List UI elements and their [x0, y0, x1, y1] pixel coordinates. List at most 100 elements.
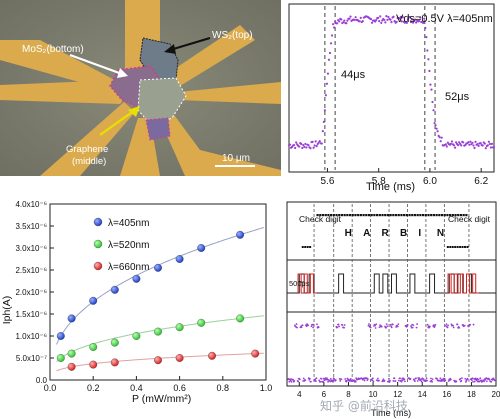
scatter-y-tick-label: 2.0x10⁻⁶	[15, 288, 47, 297]
pulse-data-point	[324, 94, 327, 97]
response-point	[369, 326, 372, 329]
pulse-data-point	[436, 130, 439, 133]
pulse-data-point	[439, 140, 442, 143]
response-point	[422, 378, 425, 381]
response-point	[304, 379, 307, 381]
scatter-x-axis-label: P (mW/mm²)	[132, 393, 191, 405]
bit-dot	[430, 214, 433, 217]
response-point	[290, 380, 293, 383]
scatter-y-tick-label: 4.0x10⁻⁶	[15, 200, 47, 209]
pulse-data-point	[322, 120, 325, 123]
response-point	[447, 324, 450, 327]
response-point	[464, 377, 467, 380]
response-point	[409, 377, 412, 380]
pulse-data-point	[406, 18, 409, 21]
scatter-y-tick-label: 2.5x10⁻⁶	[15, 266, 47, 275]
bit-dot	[319, 214, 322, 217]
response-point	[449, 378, 452, 381]
pulse-data-point	[479, 142, 482, 145]
encoding-tick-label: 20	[492, 390, 500, 399]
bit-dot	[454, 214, 457, 217]
check-bit-dot	[461, 246, 464, 248]
pulse-data-point	[348, 17, 351, 20]
pulse-data-point	[486, 144, 489, 147]
response-point	[371, 377, 374, 380]
pulse-data-point	[469, 140, 472, 143]
pulse-data-point	[487, 140, 490, 143]
response-point	[355, 377, 358, 380]
pulse-data-point	[392, 15, 395, 18]
response-point	[300, 326, 303, 329]
bit-dot	[332, 214, 335, 217]
bit-dot	[327, 214, 330, 217]
check-bit-dot	[451, 246, 454, 248]
scatter-y-axis-label: Iph(A)	[1, 296, 13, 325]
pulse-data-point	[323, 109, 326, 112]
bit-dot	[346, 214, 349, 217]
scatter-plot-frame	[49, 203, 267, 381]
rise-time-label: 44μs	[341, 69, 366, 81]
bit-dot	[440, 214, 444, 217]
pulse-data-point	[418, 19, 421, 23]
scatter-x-tick-label: 0.8	[217, 383, 230, 393]
bit-dot	[362, 214, 365, 217]
pulse-data-point	[390, 21, 393, 24]
pulse-data-point	[401, 16, 404, 19]
scatter-x-tick-label: 0.6	[173, 383, 186, 393]
pulse-data-point	[450, 140, 454, 143]
bit-dot	[413, 214, 417, 217]
pulse-data-point	[411, 21, 415, 24]
check-bit-dot	[459, 246, 462, 248]
response-point	[366, 378, 369, 380]
response-point	[380, 325, 383, 328]
pulse-data-point	[309, 147, 312, 150]
response-point	[390, 326, 393, 329]
response-point	[400, 380, 403, 383]
response-point	[329, 378, 332, 380]
pulse-data-point	[385, 15, 388, 18]
response-point	[445, 323, 448, 326]
pulse-data-point	[432, 109, 435, 112]
response-point	[339, 380, 342, 382]
ws2-label: WS₂(top)	[212, 30, 253, 41]
pulse-data-point	[474, 140, 477, 143]
check-bit-dot	[466, 246, 469, 248]
pulse-width-label: 500μs	[289, 279, 310, 288]
pulse-data-point	[425, 36, 428, 39]
scatter-point	[208, 351, 216, 360]
pulse-data-point	[484, 147, 487, 150]
pulse-data-point	[471, 141, 474, 144]
pulse-data-point	[453, 146, 457, 149]
input-pulse-train	[287, 273, 496, 294]
pulse-data-point	[467, 141, 470, 144]
pulse-data-point	[380, 21, 383, 25]
pulse-data-point	[340, 18, 343, 21]
response-point	[310, 325, 313, 328]
response-point	[411, 326, 414, 329]
scatter-y-tick-label: 3.5x10⁻⁶	[15, 222, 47, 231]
pulse-data-point	[336, 22, 339, 25]
bit-dot	[354, 214, 357, 217]
left-check-digit-label: Check digit	[299, 214, 342, 224]
scatter-point	[154, 356, 162, 365]
response-point	[472, 380, 474, 383]
pulse-data-point	[472, 144, 475, 147]
bit-dot	[397, 214, 400, 217]
scatter-point	[89, 360, 98, 369]
bit-dot	[376, 214, 379, 217]
pulse-tick-label: 5.8	[372, 176, 386, 187]
graphene-sublabel: (middle)	[72, 156, 106, 167]
response-point	[401, 379, 404, 382]
pulse-data-point	[492, 146, 496, 149]
response-point	[396, 325, 399, 328]
scatter-point	[154, 263, 162, 272]
pulse-data-point	[346, 19, 349, 22]
response-point	[308, 377, 311, 380]
check-bit-dot	[309, 246, 312, 248]
encoding-tick-label: 8	[346, 390, 351, 399]
response-point	[349, 378, 352, 380]
scatter-point	[56, 354, 65, 362]
response-point	[341, 324, 344, 326]
response-point	[298, 378, 301, 381]
response-point	[374, 324, 376, 327]
